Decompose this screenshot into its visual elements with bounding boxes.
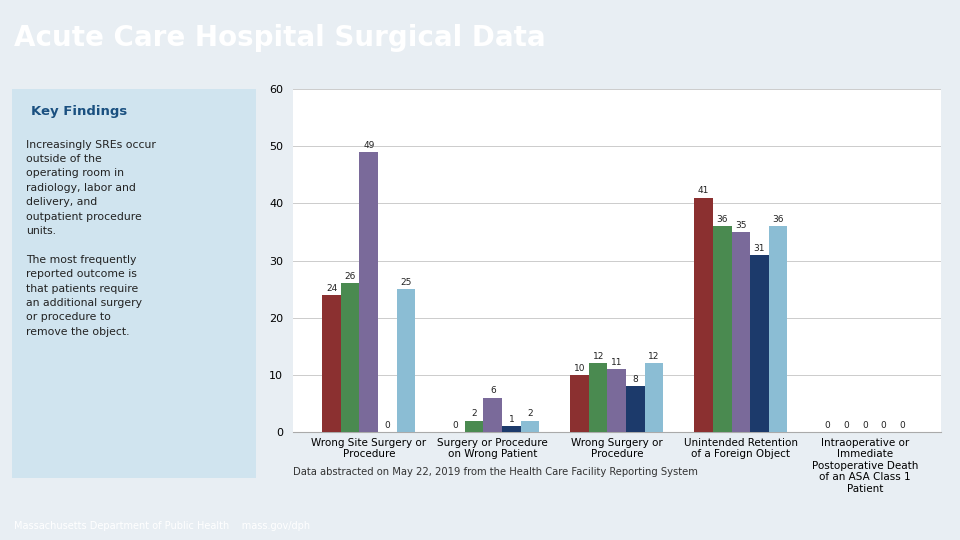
Bar — [396, 289, 416, 432]
Bar — [713, 226, 732, 432]
Text: Massachusetts Department of Public Health    mass.gov/dph: Massachusetts Department of Public Healt… — [14, 521, 310, 531]
Text: 6: 6 — [490, 387, 495, 395]
Text: 0: 0 — [453, 421, 459, 430]
Text: Acute Care Hospital Surgical Data: Acute Care Hospital Surgical Data — [14, 24, 546, 52]
Bar — [465, 421, 484, 432]
Bar — [520, 421, 540, 432]
Text: Data abstracted on May 22, 2019 from the Health Care Facility Reporting System: Data abstracted on May 22, 2019 from the… — [293, 467, 698, 477]
Text: 24: 24 — [326, 284, 337, 293]
Text: 0: 0 — [880, 421, 886, 430]
Text: 2: 2 — [471, 409, 477, 418]
Text: Increasingly SREs occur
outside of the
operating room in
radiology, labor and
de: Increasingly SREs occur outside of the o… — [26, 140, 156, 337]
Bar — [694, 198, 713, 432]
Bar — [769, 226, 787, 432]
Text: 0: 0 — [385, 421, 390, 430]
Bar — [608, 369, 626, 432]
Bar — [570, 375, 588, 432]
Text: 1: 1 — [509, 415, 515, 424]
Bar — [750, 255, 769, 432]
Bar — [626, 386, 645, 432]
Text: 36: 36 — [772, 215, 783, 224]
Text: 12: 12 — [648, 352, 660, 361]
Bar — [359, 152, 378, 432]
Bar — [341, 284, 359, 432]
Bar — [732, 232, 750, 432]
Text: 25: 25 — [400, 278, 412, 287]
Text: 0: 0 — [844, 421, 849, 430]
Text: 0: 0 — [825, 421, 830, 430]
FancyBboxPatch shape — [2, 73, 266, 494]
Text: 0: 0 — [862, 421, 868, 430]
Text: 41: 41 — [698, 186, 709, 195]
Text: 11: 11 — [612, 358, 622, 367]
Text: 35: 35 — [735, 221, 747, 230]
Text: 10: 10 — [574, 363, 586, 373]
Text: 12: 12 — [592, 352, 604, 361]
Text: 36: 36 — [716, 215, 728, 224]
Bar — [502, 426, 520, 432]
Bar — [645, 363, 663, 432]
Text: 26: 26 — [345, 272, 356, 281]
Bar — [484, 397, 502, 432]
Bar — [588, 363, 608, 432]
Text: 0: 0 — [900, 421, 905, 430]
Text: Key Findings: Key Findings — [31, 105, 128, 118]
Text: 49: 49 — [363, 141, 374, 150]
Text: 2: 2 — [527, 409, 533, 418]
Text: 8: 8 — [633, 375, 638, 384]
Text: 31: 31 — [754, 244, 765, 253]
Bar — [323, 295, 341, 432]
